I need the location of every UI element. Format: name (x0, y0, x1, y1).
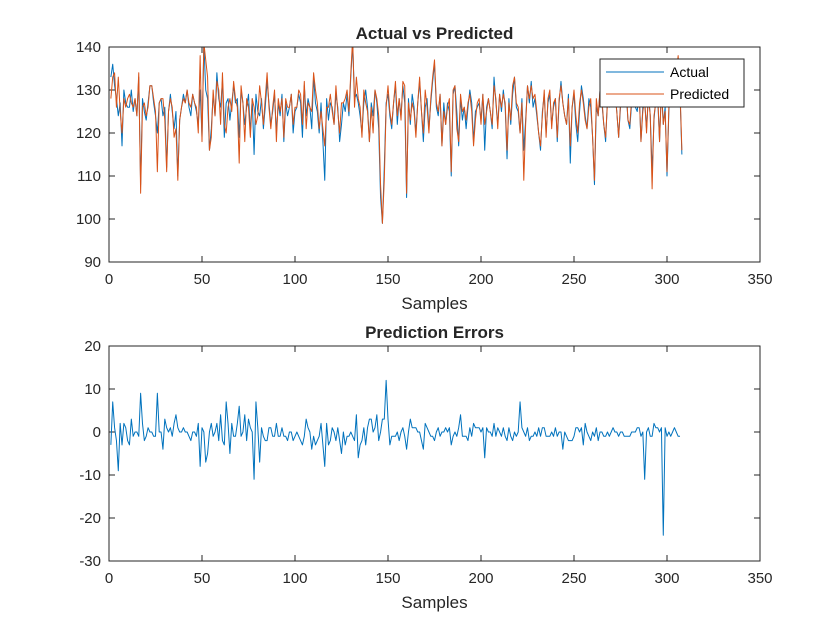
top-chart-title: Actual vs Predicted (356, 24, 514, 43)
bottom-axes-box (108, 345, 761, 562)
bottom-ytick-label: -10 (79, 467, 101, 484)
bottom-xtick-label: 300 (654, 570, 679, 587)
bottom-axes: 0 50 100 150 200 250 300 350 -30 -20 -10 0 10 20 Predi… (79, 323, 772, 612)
top-ytick-label: 140 (76, 39, 101, 56)
bottom-chart-title: Prediction Errors (365, 323, 504, 342)
bottom-xtick-label: 350 (747, 570, 772, 587)
top-xtick-label: 250 (561, 271, 586, 288)
top-series-predicted-line (110, 47, 683, 224)
top-ytick-label: 100 (76, 211, 101, 228)
legend-label-predicted: Predicted (670, 86, 729, 102)
top-x-axis-label: Samples (401, 294, 467, 313)
bottom-xtick-label: 50 (194, 570, 211, 587)
bottom-ytick-label: -20 (79, 510, 101, 527)
top-xtick-label: 300 (654, 271, 679, 288)
top-legend-box (599, 58, 745, 108)
bottom-ytick-label: 0 (93, 424, 101, 441)
bottom-xtick-label: 150 (375, 570, 400, 587)
top-xtick-label: 0 (105, 271, 113, 288)
bottom-series-series-0-line (110, 379, 681, 536)
top-ytick-label: 130 (76, 82, 101, 99)
top-xtick-label: 50 (194, 271, 211, 288)
top-axes-box (108, 46, 761, 263)
top-ytick-label: 120 (76, 125, 101, 142)
top-ytick-label: 110 (77, 168, 101, 185)
top-xtick-label: 200 (468, 271, 493, 288)
top-xtick-label: 150 (375, 271, 400, 288)
bottom-xtick-label: 250 (561, 570, 586, 587)
bottom-ytick-label: 20 (84, 338, 101, 355)
bottom-ytick-label: -30 (79, 553, 101, 570)
top-axes: 0 50 100 150 200 250 300 350 90 100 110 120 130 140 Ac… (76, 24, 773, 313)
bottom-x-axis-label: Samples (401, 593, 467, 612)
top-ytick-label: 90 (84, 254, 101, 271)
bottom-ytick-label: 10 (84, 381, 101, 398)
legend-label-actual: Actual (670, 64, 709, 80)
bottom-xtick-label: 200 (468, 570, 493, 587)
bottom-xtick-label: 100 (282, 570, 307, 587)
bottom-plot-area (109, 346, 760, 561)
top-xtick-label: 100 (282, 271, 307, 288)
top-xtick-label: 350 (747, 271, 772, 288)
top-legend: Actual Predicted (599, 58, 745, 108)
bottom-xtick-label: 0 (105, 570, 113, 587)
